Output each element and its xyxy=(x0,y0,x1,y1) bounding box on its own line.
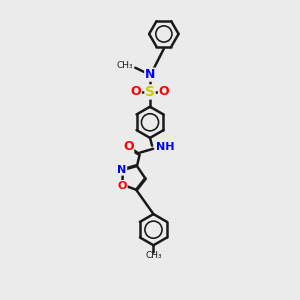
Text: O: O xyxy=(158,85,169,98)
Text: N: N xyxy=(145,68,155,81)
Text: O: O xyxy=(131,85,142,98)
Text: CH₃: CH₃ xyxy=(116,61,133,70)
Text: CH₃: CH₃ xyxy=(145,250,162,260)
Text: O: O xyxy=(123,140,134,153)
Text: N: N xyxy=(117,165,127,175)
Text: NH: NH xyxy=(156,142,175,152)
Text: O: O xyxy=(118,181,127,190)
Text: S: S xyxy=(145,85,155,99)
